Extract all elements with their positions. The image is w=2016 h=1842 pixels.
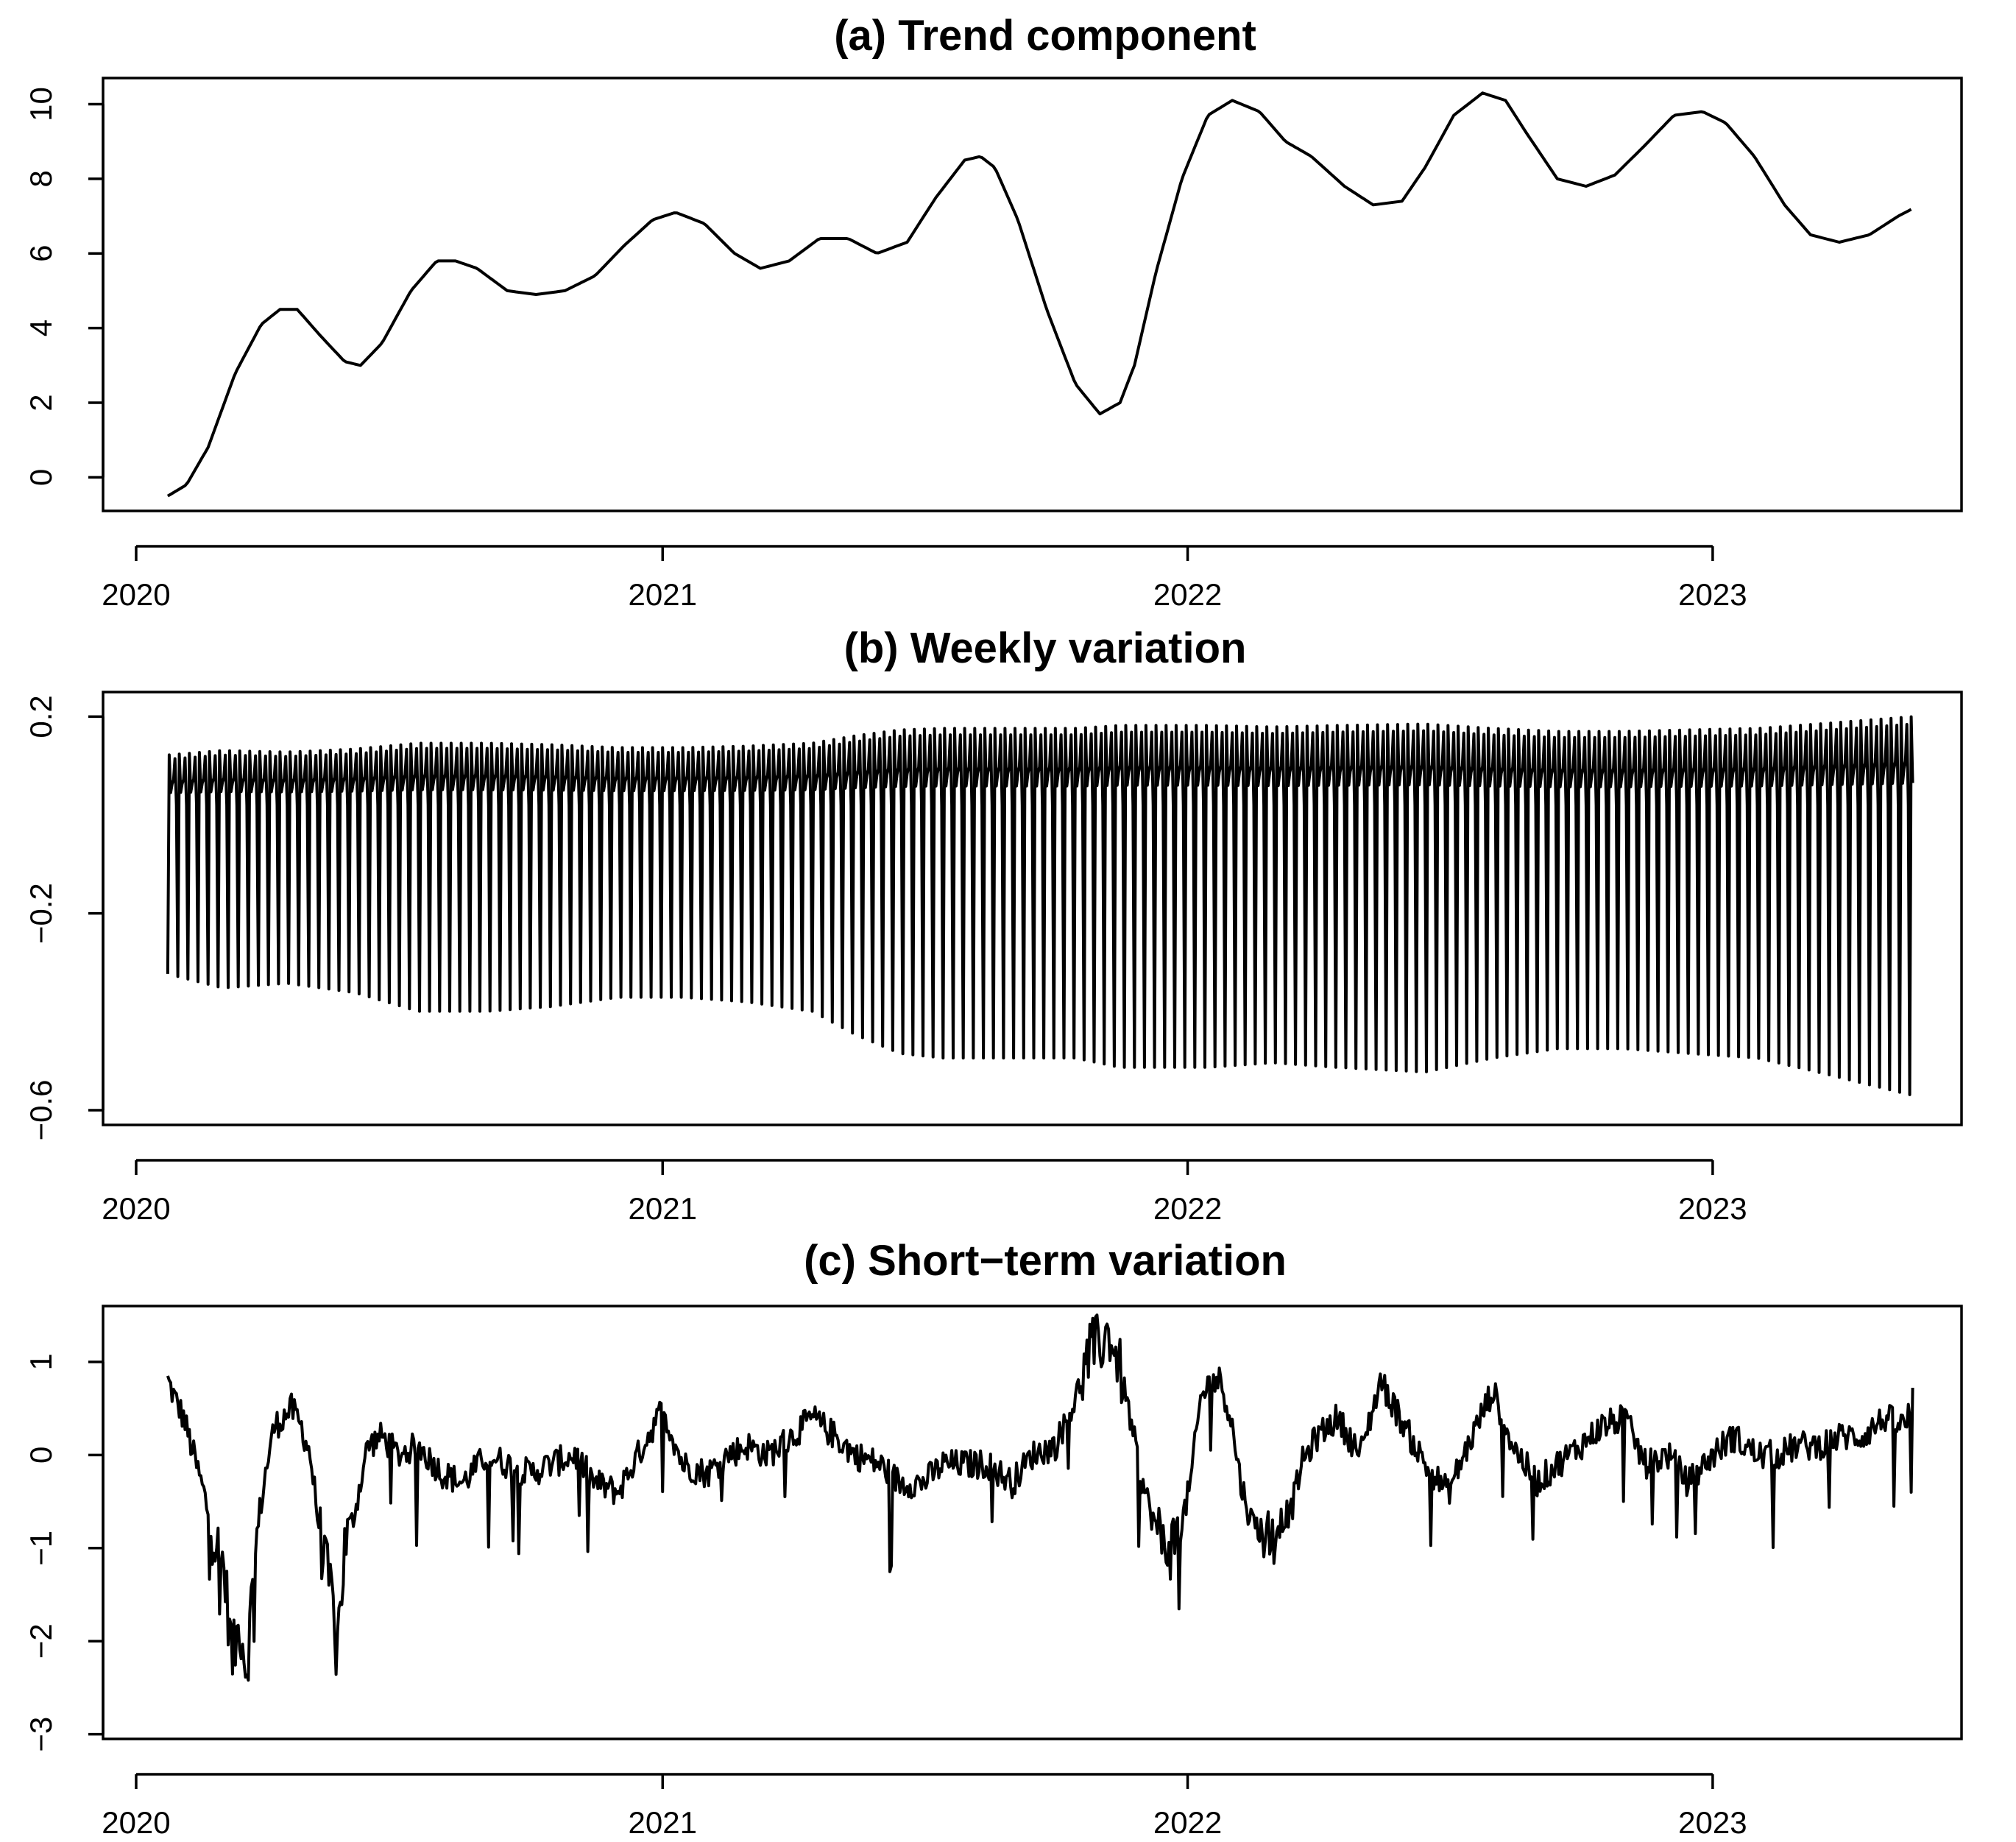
- y-axis: −3 −2 −1 0 1: [24, 1353, 105, 1752]
- panel-weekly: (b) Weekly variation −0.6−0.20.2 2020 202…: [24, 624, 1963, 1226]
- x-axis: 2020 2021 2022 2023: [102, 1159, 1747, 1226]
- x-tick-label: 2022: [1153, 1191, 1222, 1226]
- y-tick-label: 0: [24, 469, 58, 486]
- x-tick-label: 2020: [102, 1191, 170, 1226]
- series-line: [166, 715, 1914, 1096]
- x-axis: 2020 2021 2022 2023: [102, 1773, 1747, 1840]
- y-tick-label: 10: [24, 87, 58, 121]
- plot-area: [166, 715, 1914, 1096]
- y-axis: 0 2 4 6 8 10: [24, 87, 105, 486]
- series-line: [166, 1313, 1914, 1682]
- plot-frame: [102, 1305, 1963, 1740]
- y-tick-label: −0.2: [24, 883, 58, 944]
- x-tick-label: 2023: [1678, 1805, 1747, 1840]
- y-axis: −0.6 −0.2 0.2: [24, 695, 105, 1140]
- y-tick-label: −3: [24, 1717, 58, 1752]
- y-tick-label: 4: [24, 320, 58, 336]
- panel-title: (a) Trend component: [834, 12, 1256, 60]
- y-tick-label: −1: [24, 1531, 58, 1566]
- y-tick-label: 8: [24, 170, 58, 187]
- panel-title: (c) Short−term variation: [804, 1237, 1287, 1285]
- x-tick-label: 2021: [629, 1805, 697, 1840]
- y-tick-label: 6: [24, 245, 58, 262]
- panel-title: (b) Weekly variation: [844, 624, 1247, 672]
- x-tick-label: 2022: [1153, 1805, 1222, 1840]
- x-tick-label: 2021: [629, 1191, 697, 1226]
- y-tick-label: −0.6: [24, 1079, 58, 1140]
- panel-trend: (a) Trend component 0 2 4 6 8 10 2020 2021 2022…: [24, 12, 1963, 612]
- x-tick-label: 2020: [102, 577, 170, 612]
- x-tick-label: 2023: [1678, 577, 1747, 612]
- x-tick-label: 2021: [629, 577, 697, 612]
- series-line: [166, 91, 1912, 498]
- y-tick-label: 0.2: [24, 695, 58, 738]
- x-axis: 2020 2021 2022 2023: [102, 545, 1747, 612]
- plot-area: [166, 1313, 1914, 1682]
- y-tick-label: 2: [24, 394, 58, 411]
- plot-frame: [102, 77, 1963, 512]
- panel-short-term: (c) Short−term variation −3−2−101 2020 20…: [24, 1237, 1963, 1840]
- y-tick-label: 1: [24, 1353, 58, 1370]
- x-tick-label: 2022: [1153, 577, 1222, 612]
- y-tick-label: −2: [24, 1623, 58, 1659]
- plot-area: [166, 91, 1912, 498]
- x-tick-label: 2023: [1678, 1191, 1747, 1226]
- y-tick-label: 0: [24, 1447, 58, 1464]
- x-tick-label: 2020: [102, 1805, 170, 1840]
